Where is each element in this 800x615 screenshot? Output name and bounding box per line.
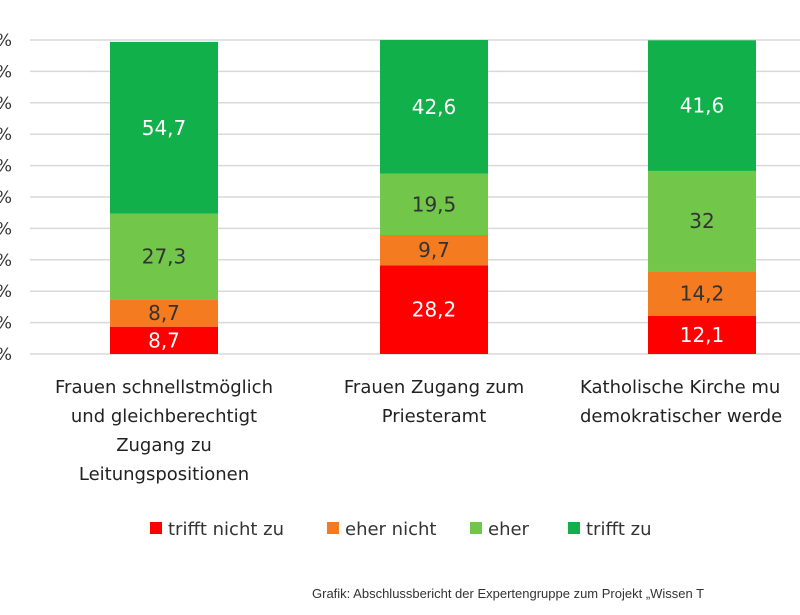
bar-segment: [380, 265, 488, 354]
data-label: 9,7: [418, 238, 450, 262]
y-tick-label: 80%: [0, 94, 12, 114]
data-label: 8,7: [148, 301, 180, 325]
data-label: 32: [689, 209, 714, 233]
y-tick-label: 30%: [0, 251, 12, 271]
bar-segment: [110, 299, 218, 327]
bar-segment: [648, 170, 756, 272]
legend-swatch: [470, 522, 482, 534]
legend-swatch: [150, 522, 162, 534]
y-tick-label: 60%: [0, 157, 12, 177]
y-tick-label: 70%: [0, 125, 12, 145]
category-label: Katholische Kirche mu: [580, 377, 780, 398]
data-label: 12,1: [680, 323, 725, 347]
data-label: 42,6: [412, 95, 457, 119]
data-label: 28,2: [412, 298, 457, 322]
y-tick-label: 100%: [0, 31, 12, 51]
y-tick-label: 0%: [0, 345, 12, 365]
source-footer: Grafik: Abschlussbericht der Expertengru…: [312, 586, 704, 601]
legend-swatch: [568, 522, 580, 534]
bar-segment: [648, 271, 756, 317]
category-label: demokratischer werde: [580, 406, 782, 427]
data-label: 27,3: [142, 245, 187, 269]
bar-segment: [110, 213, 218, 300]
y-tick-label: 10%: [0, 314, 12, 334]
category-label: Priesteramt: [382, 406, 487, 427]
y-tick-label: 40%: [0, 219, 12, 239]
data-label: 54,7: [142, 116, 187, 140]
y-tick-label: 20%: [0, 282, 12, 302]
data-label: 41,6: [680, 94, 725, 118]
bar-segment: [380, 40, 488, 174]
bar-segment: [110, 41, 218, 214]
data-label: 8,7: [148, 328, 180, 352]
data-label: 14,2: [680, 282, 725, 306]
category-label: und gleichberechtigt: [71, 406, 257, 427]
y-tick-label: 50%: [0, 188, 12, 208]
data-label: 19,5: [412, 192, 457, 216]
category-label: Leitungspositionen: [79, 464, 249, 485]
category-label: Frauen schnellstmöglich: [55, 377, 273, 398]
bar-segment: [380, 173, 488, 235]
legend-swatch: [327, 522, 339, 534]
legend-label: trifft nicht zu: [168, 519, 284, 540]
bar-segment: [110, 326, 218, 354]
bar-segment: [648, 316, 756, 354]
category-label: Zugang zu: [116, 435, 212, 456]
y-tick-label: 90%: [0, 62, 12, 82]
bar-segment: [648, 40, 756, 171]
legend-label: trifft zu: [586, 519, 652, 540]
legend-label: eher: [488, 519, 530, 540]
legend-label: eher nicht: [345, 519, 436, 540]
bar-segment: [380, 234, 488, 266]
category-label: Frauen Zugang zum: [344, 377, 524, 398]
